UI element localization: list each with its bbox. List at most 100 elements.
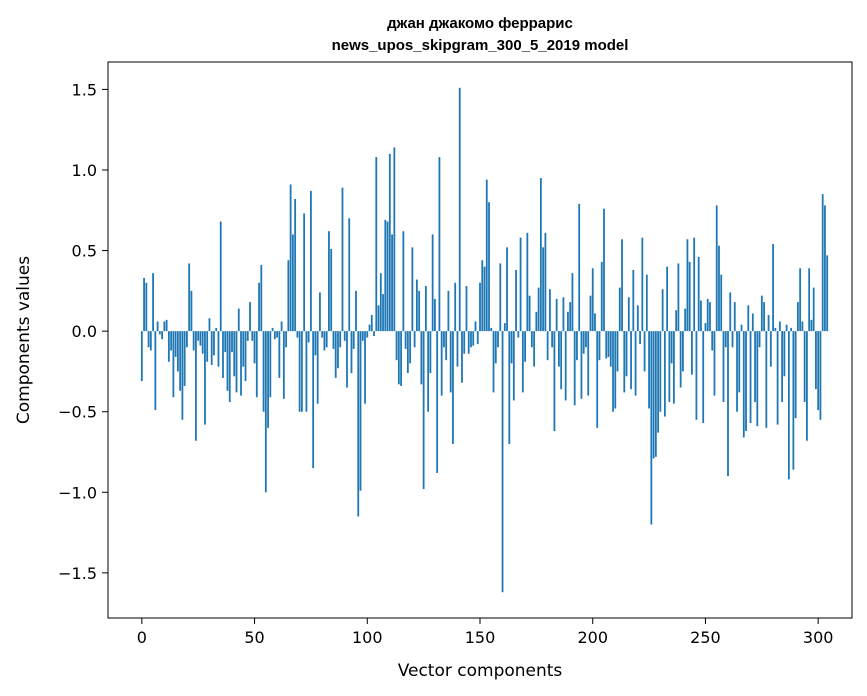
y-tick-label: −1.5: [58, 564, 97, 583]
bar: [316, 331, 319, 404]
bar: [395, 331, 398, 361]
bar: [589, 295, 592, 332]
bar: [289, 184, 292, 332]
bar: [733, 302, 736, 332]
bar: [332, 331, 335, 349]
bar: [140, 331, 143, 382]
bar: [659, 331, 662, 412]
bar: [188, 263, 191, 332]
bar: [542, 247, 545, 332]
bar: [713, 331, 716, 396]
bar: [772, 244, 774, 332]
bar: [623, 331, 626, 393]
bar: [273, 331, 276, 340]
bar: [497, 331, 499, 348]
bar: [186, 331, 188, 348]
bar: [756, 331, 759, 427]
bar: [174, 331, 177, 357]
bar: [361, 331, 364, 341]
bar: [375, 157, 378, 332]
bar: [161, 331, 164, 340]
bar: [154, 331, 157, 411]
bar: [672, 331, 675, 404]
bar: [282, 331, 285, 399]
bar: [337, 331, 339, 369]
bar: [382, 294, 384, 332]
bar: [454, 282, 457, 332]
bar: [307, 331, 310, 343]
bar: [749, 331, 752, 423]
chart-title-line-1: джан джакомо феррарис: [387, 15, 573, 32]
bar: [222, 331, 224, 378]
bar: [539, 178, 542, 332]
bar: [546, 331, 549, 361]
bar: [765, 331, 768, 428]
bar: [355, 290, 357, 332]
bar: [149, 331, 152, 351]
bar: [314, 331, 317, 356]
bar: [508, 331, 511, 444]
bar: [499, 263, 502, 332]
bar: [343, 331, 346, 341]
bar: [578, 203, 581, 332]
bar: [190, 290, 193, 332]
bar: [738, 331, 741, 393]
bar: [567, 311, 569, 332]
bar: [260, 265, 263, 332]
bar: [648, 331, 650, 409]
bar: [393, 147, 396, 332]
bar: [585, 331, 587, 348]
bar: [443, 331, 445, 348]
bar: [158, 331, 161, 335]
bar: [684, 308, 687, 332]
bar: [663, 331, 666, 417]
bar: [740, 324, 743, 332]
bar: [506, 247, 508, 332]
bar: [368, 324, 371, 332]
bar: [639, 331, 641, 345]
y-axis-ticks: −1.5 −1.0 −0.5 0.0 0.5 1.0 1.5: [58, 80, 108, 583]
bar: [285, 331, 288, 348]
bar: [821, 194, 824, 332]
bar: [763, 302, 765, 332]
bar: [411, 247, 414, 332]
bar: [645, 274, 648, 332]
bar: [767, 315, 770, 332]
bar: [445, 331, 448, 361]
bar: [627, 297, 630, 332]
bar: [267, 331, 269, 428]
bar: [147, 331, 150, 348]
bar: [415, 279, 418, 332]
bar: [391, 234, 393, 332]
bar: [695, 331, 698, 420]
bar: [143, 277, 145, 332]
bar: [199, 331, 202, 346]
bar: [548, 289, 551, 332]
bar: [350, 331, 353, 374]
bar: [801, 321, 804, 332]
bar: [400, 331, 402, 386]
bar: [339, 331, 342, 348]
bar: [562, 297, 565, 332]
bar: [666, 266, 669, 332]
bar: [206, 331, 209, 362]
bar: [700, 300, 702, 332]
bar: [440, 331, 443, 396]
bar: [812, 287, 815, 332]
bar: [406, 331, 409, 374]
bar: [217, 331, 220, 367]
bar: [569, 302, 572, 332]
bar: [262, 331, 265, 412]
bar: [806, 331, 808, 441]
bar: [476, 331, 479, 345]
bar: [298, 331, 301, 412]
y-tick-label: −0.5: [58, 403, 97, 422]
bar: [483, 266, 486, 332]
x-axis-ticks: 0 50 100 150 200 250 300: [137, 618, 833, 647]
bar: [693, 237, 696, 332]
bar: [204, 331, 206, 425]
bar: [571, 273, 574, 332]
bar: [826, 255, 829, 332]
bar: [310, 190, 312, 332]
